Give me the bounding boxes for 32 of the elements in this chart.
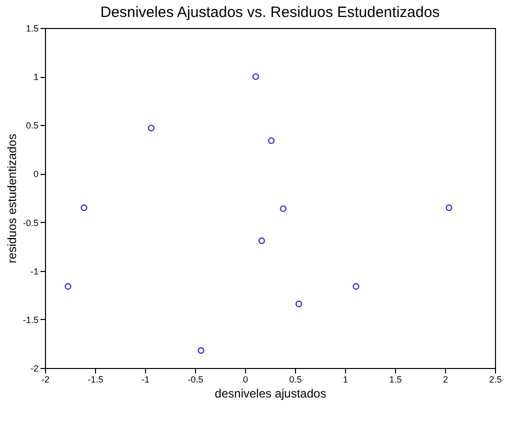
x-tick-label: -1: [141, 374, 150, 384]
y-tick-label: 0.5: [26, 120, 38, 131]
x-tick-label: -1.5: [88, 374, 104, 384]
point: [80, 204, 88, 212]
y-tick-label: 1.5: [26, 24, 38, 34]
x-tick-label: 2.5: [489, 374, 502, 384]
x-tick-label: 1: [342, 374, 348, 384]
point: [352, 283, 360, 290]
y-tick-label: -1.5: [22, 314, 38, 325]
y-tick-label: -1: [30, 266, 38, 276]
y-tick-label: -0.5: [22, 218, 38, 228]
x-axis-title: desniveles ajustados: [214, 386, 326, 400]
x-tick-label: 0: [242, 374, 248, 384]
point: [295, 300, 302, 308]
point: [280, 205, 287, 212]
point: [268, 137, 275, 144]
point: [198, 347, 204, 354]
point: [252, 73, 260, 80]
y-tick-label: 0: [33, 169, 38, 180]
x-tick-label: 0.5: [289, 374, 302, 384]
point: [64, 283, 72, 290]
x-tick-label: 2: [442, 374, 448, 384]
y-tick-label: 1: [33, 72, 38, 82]
chart-title: Desniveles Ajustados vs. Residuos Estudentizados: [100, 4, 440, 21]
x-tick-label: 1.5: [389, 374, 402, 384]
point: [446, 204, 452, 212]
x-tick-label: -2: [41, 374, 50, 384]
point: [148, 124, 155, 132]
y-tick-label: -2: [30, 364, 38, 374]
x-tick-label: -0.5: [188, 374, 204, 384]
point: [258, 237, 266, 244]
y-axis-title: residuos estudentizados: [4, 134, 19, 264]
